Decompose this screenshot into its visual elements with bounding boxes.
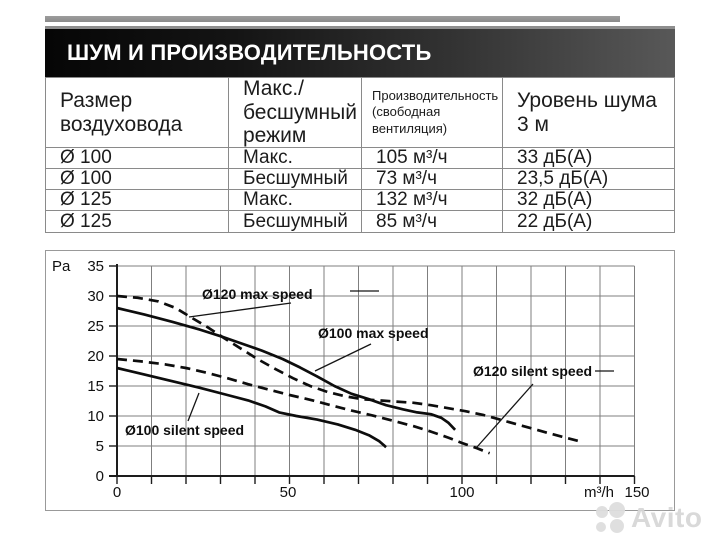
x-tick-label: 50: [279, 484, 297, 501]
table-cell: Макс.: [229, 148, 362, 169]
curve-label-100-silent: Ø100 silent speed: [125, 422, 245, 438]
table-header-noise-level: Уровень шума 3 м: [503, 78, 674, 148]
x-tick-label: 150: [624, 484, 650, 501]
table-cell: Ø 125: [46, 211, 229, 232]
section-title-bar: ШУМ И ПРОИЗВОДИТЕЛЬНОСТЬ: [45, 26, 675, 77]
y-tick-label: 0: [95, 468, 104, 485]
top-cropped-strip: [45, 16, 620, 22]
table-header-performance: Производительность (свободная вентиляция…: [362, 78, 503, 148]
curve-label-100-max: Ø100 max speed: [318, 325, 429, 341]
table-cell: Ø 125: [46, 190, 229, 211]
table-cell: 105 м³/ч: [362, 148, 503, 169]
table-cell: 73 м³/ч: [362, 169, 503, 190]
table-cell: 33 дБ(А): [503, 148, 674, 169]
table-cell: Бесшумный: [229, 211, 362, 232]
table-cell: Макс.: [229, 190, 362, 211]
watermark-text: Avito: [631, 502, 703, 533]
section-title: ШУМ И ПРОИЗВОДИТЕЛЬНОСТЬ: [67, 40, 432, 65]
curve-label-120-silent: Ø120 silent speed: [473, 363, 593, 379]
spec-table: Размер воздуховода Макс./ бесшумный режи…: [45, 77, 675, 233]
y-tick-label: 20: [87, 348, 104, 365]
chart-section: [45, 250, 675, 511]
curve-label-120-max: Ø120 max speed: [202, 286, 313, 302]
y-tick-label: 30: [87, 288, 104, 305]
table-cell: Ø 100: [46, 169, 229, 190]
watermark: Avito: [592, 498, 720, 538]
y-tick-label: 10: [87, 408, 104, 425]
table-cell: 22 дБ(А): [517, 210, 593, 232]
table-header-mode: Макс./ бесшумный режим: [229, 77, 362, 148]
x-tick-label: 100: [449, 484, 475, 501]
table-cell: Бесшумный: [229, 169, 362, 190]
table-cell: 85 м³/ч: [362, 211, 503, 232]
y-tick-label: 35: [87, 258, 104, 275]
table-cell: 23,5 дБ(А): [503, 169, 674, 190]
y-tick-label: 25: [87, 318, 104, 335]
table-cell: 32 дБ(А): [503, 190, 674, 211]
table-cell: 132 м³/ч: [362, 190, 503, 211]
x-axis-unit-label: m³/h: [584, 484, 614, 501]
y-axis-unit-label: Pa: [52, 258, 71, 275]
x-tick-label: 0: [112, 484, 122, 501]
table-header-duct-size: Размер воздуховода: [46, 78, 229, 148]
y-tick-label: 5: [95, 438, 104, 455]
y-tick-label: 15: [87, 378, 104, 395]
avito-logo-icon: [596, 502, 625, 533]
table-cell: Ø 100: [46, 148, 229, 169]
